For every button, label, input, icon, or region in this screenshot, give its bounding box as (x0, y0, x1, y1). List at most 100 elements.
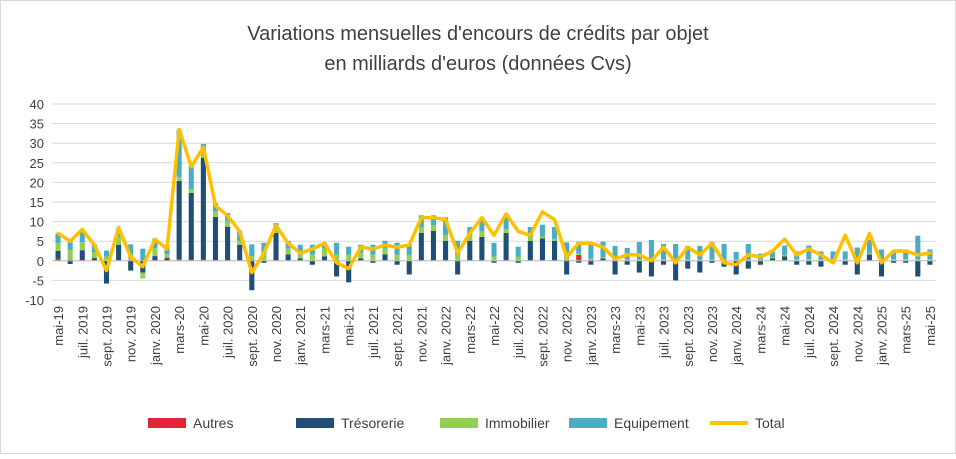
chart-title-line-2: en milliards d'euros (données Cvs) (324, 53, 631, 75)
bar-equipement (552, 227, 558, 239)
x-tick-label: sept. 2021 (390, 306, 405, 367)
bar-trésorerie (576, 260, 582, 263)
bar-equipement (539, 224, 545, 237)
x-tick-label: nov. 2021 (414, 306, 429, 362)
bar-immobilier (685, 259, 691, 261)
bar-trésorerie (527, 240, 533, 261)
bar-equipement (346, 246, 352, 255)
y-tick-label: 0 (37, 254, 44, 269)
bar-trésorerie (600, 258, 606, 261)
bar-trésorerie (491, 260, 497, 263)
bar-trésorerie (891, 260, 897, 263)
bar-immobilier (709, 259, 715, 261)
y-tick-label: 35 (30, 117, 44, 132)
x-tick-label: juil. 2021 (366, 306, 381, 359)
bar-equipement (503, 217, 509, 230)
bar-trésorerie (552, 240, 558, 261)
bar-immobilier (564, 258, 570, 261)
bar-equipement (140, 248, 146, 261)
bar-trésorerie (842, 260, 848, 265)
bar-autres (200, 259, 206, 261)
x-tick-label: janv. 2024 (729, 306, 744, 366)
x-tick-label: juil. 2020 (221, 306, 236, 359)
x-tick-label: janv. 2021 (293, 306, 308, 366)
bar-trésorerie (176, 180, 182, 260)
bar-trésorerie (382, 254, 388, 261)
bar-trésorerie (237, 244, 243, 261)
bar-trésorerie (588, 260, 594, 265)
bar-trésorerie (79, 250, 85, 261)
bar-immobilier (67, 249, 73, 260)
bar-trésorerie (878, 260, 885, 277)
y-tick-label: -5 (32, 273, 44, 288)
x-tick-label: janv. 2023 (584, 306, 599, 366)
bar-equipement (55, 233, 61, 244)
bar-immobilier (103, 256, 110, 261)
bar-trésorerie (358, 258, 364, 261)
bar-immobilier (321, 248, 328, 257)
bar-trésorerie (443, 240, 449, 261)
legend-label-trésorerie: Trésorerie (341, 415, 404, 431)
bar-trésorerie (321, 256, 328, 261)
bar-equipement (67, 241, 73, 250)
bar-immobilier (297, 252, 303, 259)
bar-immobilier (370, 254, 376, 261)
bar-trésorerie (334, 260, 340, 277)
x-tick-label: mai-23 (632, 306, 647, 346)
bar-autres (576, 254, 582, 261)
x-tick-label: nov. 2020 (269, 306, 284, 362)
legend-swatch-equipement (569, 418, 607, 428)
legend-swatch-immobilier (440, 418, 478, 428)
bar-trésorerie (564, 260, 570, 275)
y-tick-label: 10 (30, 215, 44, 230)
bar-trésorerie (794, 260, 800, 265)
bar-trésorerie (673, 260, 679, 281)
bar-trésorerie (927, 260, 933, 265)
x-tick-label: sept. 2022 (535, 306, 550, 367)
bar-immobilier (636, 259, 642, 261)
bar-trésorerie (660, 260, 667, 265)
bar-trésorerie (769, 258, 776, 261)
bar-equipement (443, 217, 449, 235)
bar-trésorerie (67, 260, 73, 264)
legend-swatch-autres (148, 418, 186, 428)
bar-trésorerie (430, 231, 436, 261)
y-tick-label: 25 (30, 156, 44, 171)
bar-immobilier (660, 259, 667, 261)
bar-immobilier (515, 256, 521, 261)
x-axis: mai-19 juil. 2019 sept. 2019 nov. 2019 janv.… (51, 306, 938, 367)
bar-equipement (406, 244, 412, 255)
bar-immobilier (600, 257, 606, 259)
bar-immobilier (394, 254, 400, 261)
bar-immobilier (430, 225, 436, 232)
bar-trésorerie (903, 260, 909, 263)
legend-label-autres: Autres (193, 415, 233, 431)
bar-immobilier (769, 257, 776, 259)
x-tick-label: nov. 2022 (560, 306, 575, 362)
x-tick-label: janv. 2022 (439, 306, 454, 366)
bar-trésorerie (709, 260, 715, 263)
x-tick-label: mars-23 (608, 306, 623, 354)
y-tick-label: 20 (30, 175, 44, 190)
bar-trésorerie (745, 260, 751, 269)
bar-equipement (648, 240, 654, 260)
bar-immobilier (757, 259, 763, 261)
bar-trésorerie (128, 260, 134, 271)
bar-immobilier (358, 252, 364, 259)
bar-equipement (673, 243, 679, 260)
bar-immobilier (443, 234, 449, 241)
bar-immobilier (346, 254, 352, 261)
bar-immobilier (152, 248, 158, 257)
bar-immobilier (467, 234, 473, 241)
legend: Autres Trésorerie Immobilier Equipement Tota… (148, 415, 785, 431)
bar-immobilier (334, 254, 340, 261)
bar-immobilier (842, 259, 848, 261)
bar-equipement (745, 243, 751, 260)
x-tick-label: sept. 2019 (99, 306, 114, 367)
bar-trésorerie (685, 260, 691, 269)
bar-trésorerie (539, 238, 545, 261)
bar-equipement (576, 241, 582, 254)
x-tick-label: mai-25 (923, 306, 938, 346)
bar-immobilier (79, 242, 85, 251)
